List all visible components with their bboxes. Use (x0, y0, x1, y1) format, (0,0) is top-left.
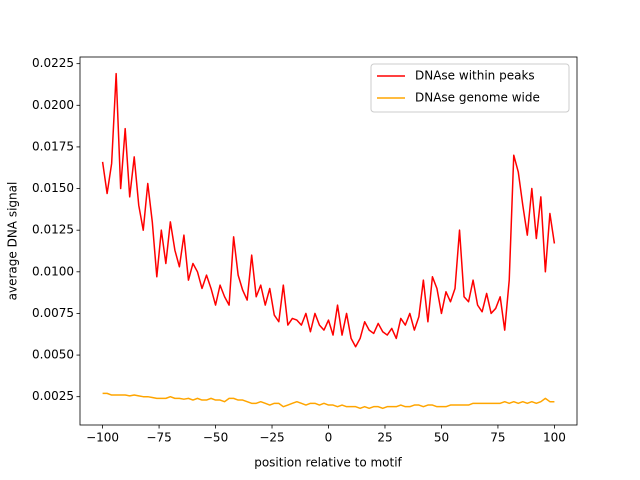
x-tick-label: −50 (203, 431, 228, 445)
line-series (102, 392, 555, 410)
x-tick-label: −100 (86, 431, 119, 445)
y-axis-label: average DNA signal (6, 182, 20, 301)
y-tick-label: 0.0200 (32, 98, 74, 112)
legend-label: DNAse within peaks (415, 69, 535, 83)
axes-frame (79, 56, 578, 426)
x-tick-label: 100 (543, 431, 566, 445)
y-tick-label: 0.0100 (32, 264, 74, 278)
x-tick-label: 0 (325, 431, 333, 445)
x-axis-label: position relative to motif (254, 456, 402, 470)
x-tick-label: −75 (146, 431, 171, 445)
y-tick-label: 0.0075 (32, 306, 74, 320)
x-tick-label: 75 (490, 431, 505, 445)
y-tick-label: 0.0175 (32, 139, 74, 153)
legend-box (370, 63, 570, 113)
x-tick-label: −25 (259, 431, 284, 445)
x-tick-label: 50 (434, 431, 449, 445)
line-series (101, 72, 556, 348)
y-tick-label: 0.0150 (32, 181, 74, 195)
y-tick-label: 0.0125 (32, 223, 74, 237)
legend-label: DNAse genome wide (415, 91, 540, 105)
y-tick-label: 0.0050 (32, 348, 74, 362)
y-tick-label: 0.0225 (32, 56, 74, 70)
y-tick-label: 0.0025 (32, 389, 74, 403)
x-tick-label: 25 (377, 431, 392, 445)
